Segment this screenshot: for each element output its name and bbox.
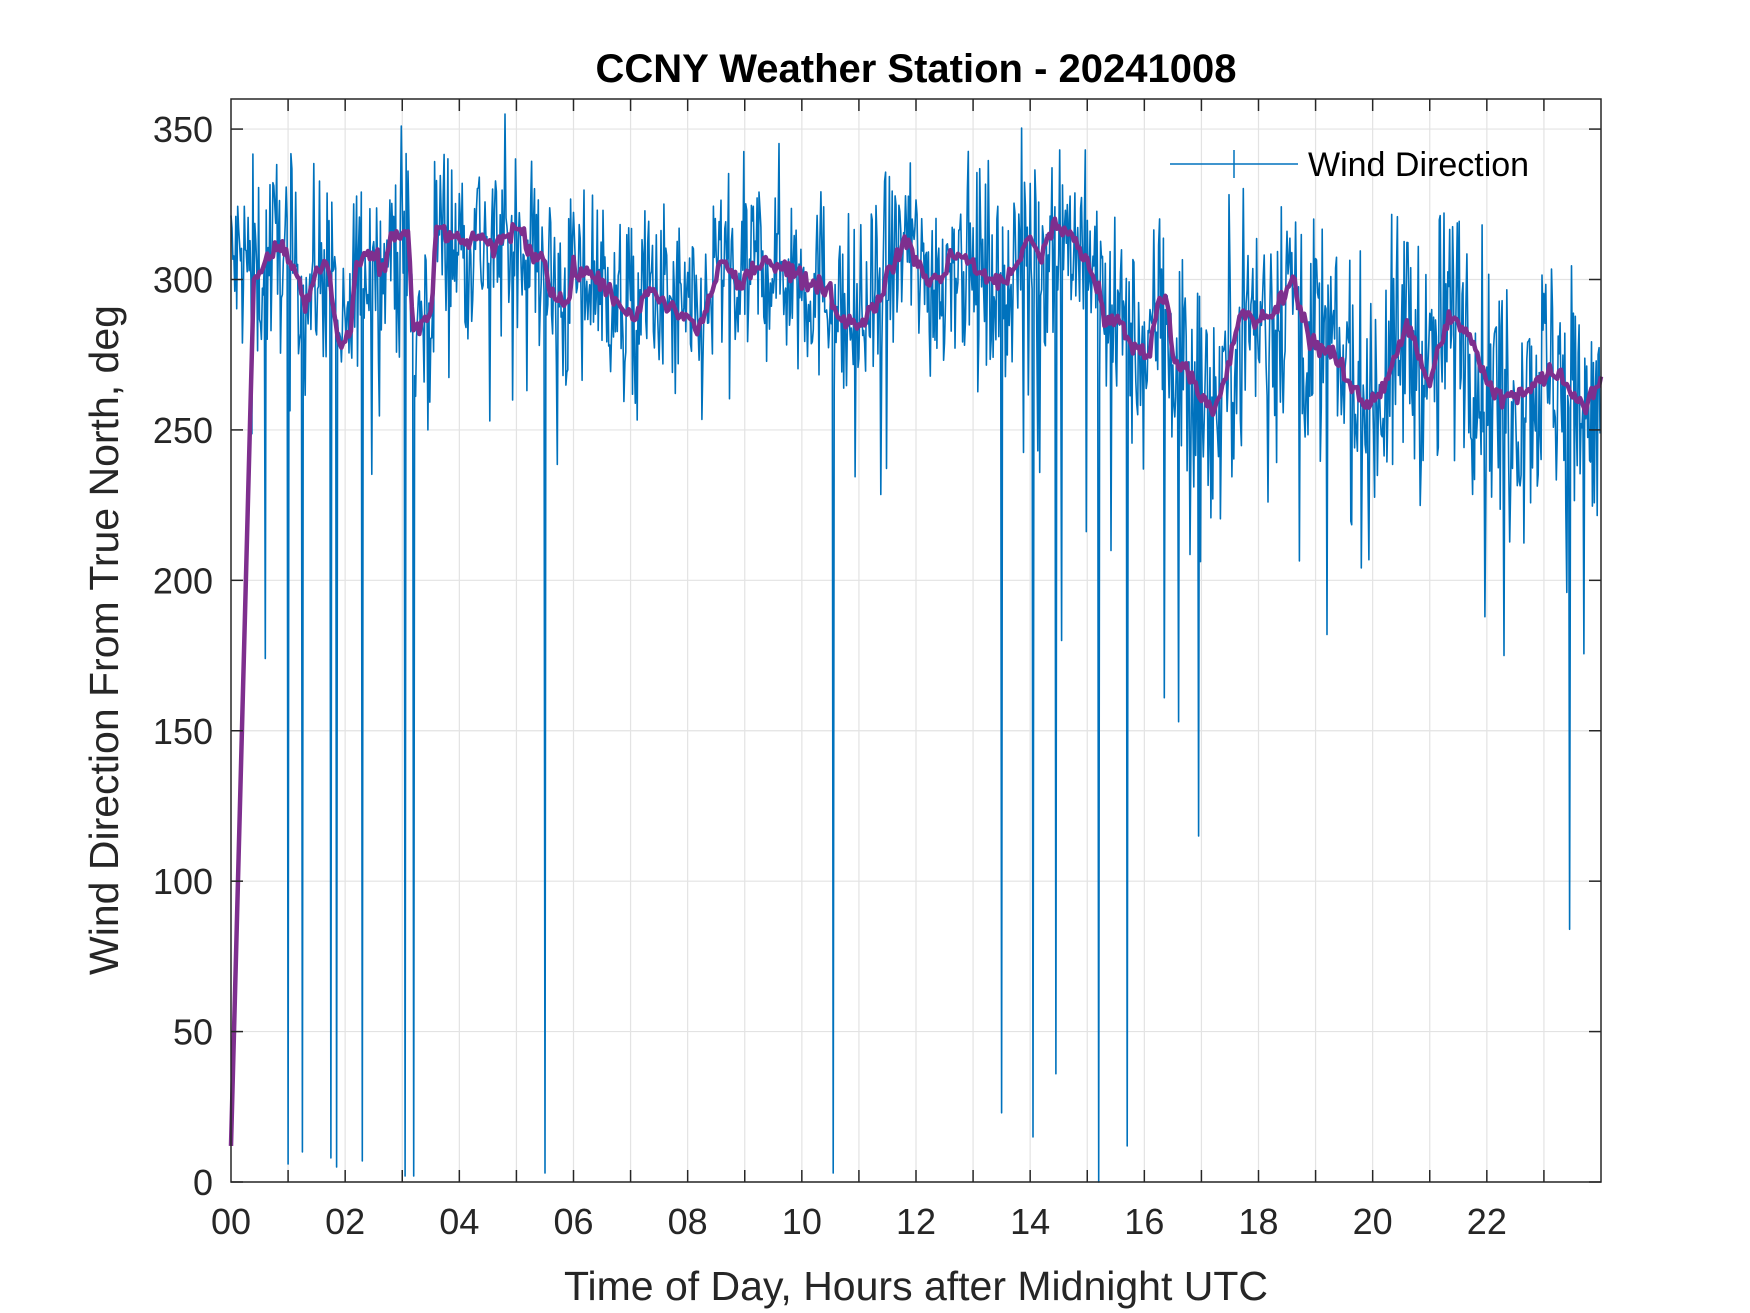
x-tick-label: 08 [668,1201,708,1242]
x-tick-label: 22 [1467,1201,1507,1242]
y-tick-label: 250 [153,410,213,451]
y-tick-label: 0 [193,1162,213,1203]
x-axis-label: Time of Day, Hours after Midnight UTC [564,1263,1268,1309]
y-tick-label: 200 [153,560,213,601]
ticks: 00 02 04 06 08 10 12 14 16 18 20 22 0 50 100 150 200 250 3… [153,99,1601,1242]
plot-lines [228,113,1604,1183]
x-tick-label: 16 [1124,1201,1164,1242]
y-tick-label: 350 [153,109,213,150]
x-tick-label: 20 [1353,1201,1393,1242]
x-tick-label: 04 [439,1201,479,1242]
y-tick-label: 150 [153,711,213,752]
x-tick-label: 12 [896,1201,936,1242]
y-tick-label: 300 [153,260,213,301]
chart-title: CCNY Weather Station - 20241008 [596,47,1237,91]
x-tick-label: 14 [1010,1201,1050,1242]
x-tick-label: 06 [553,1201,593,1242]
legend-entry-wind-direction: Wind Direction [1308,146,1529,184]
y-axis-label: Wind Direction From True North, deg [81,305,127,975]
x-tick-label: 10 [782,1201,822,1242]
x-tick-label: 00 [211,1201,251,1242]
x-tick-label: 18 [1238,1201,1278,1242]
y-tick-label: 50 [173,1012,213,1053]
series-line-moving-average [228,216,1604,1146]
x-tick-label: 02 [325,1201,365,1242]
y-tick-label: 100 [153,861,213,902]
legend: Wind Direction [1170,146,1529,184]
